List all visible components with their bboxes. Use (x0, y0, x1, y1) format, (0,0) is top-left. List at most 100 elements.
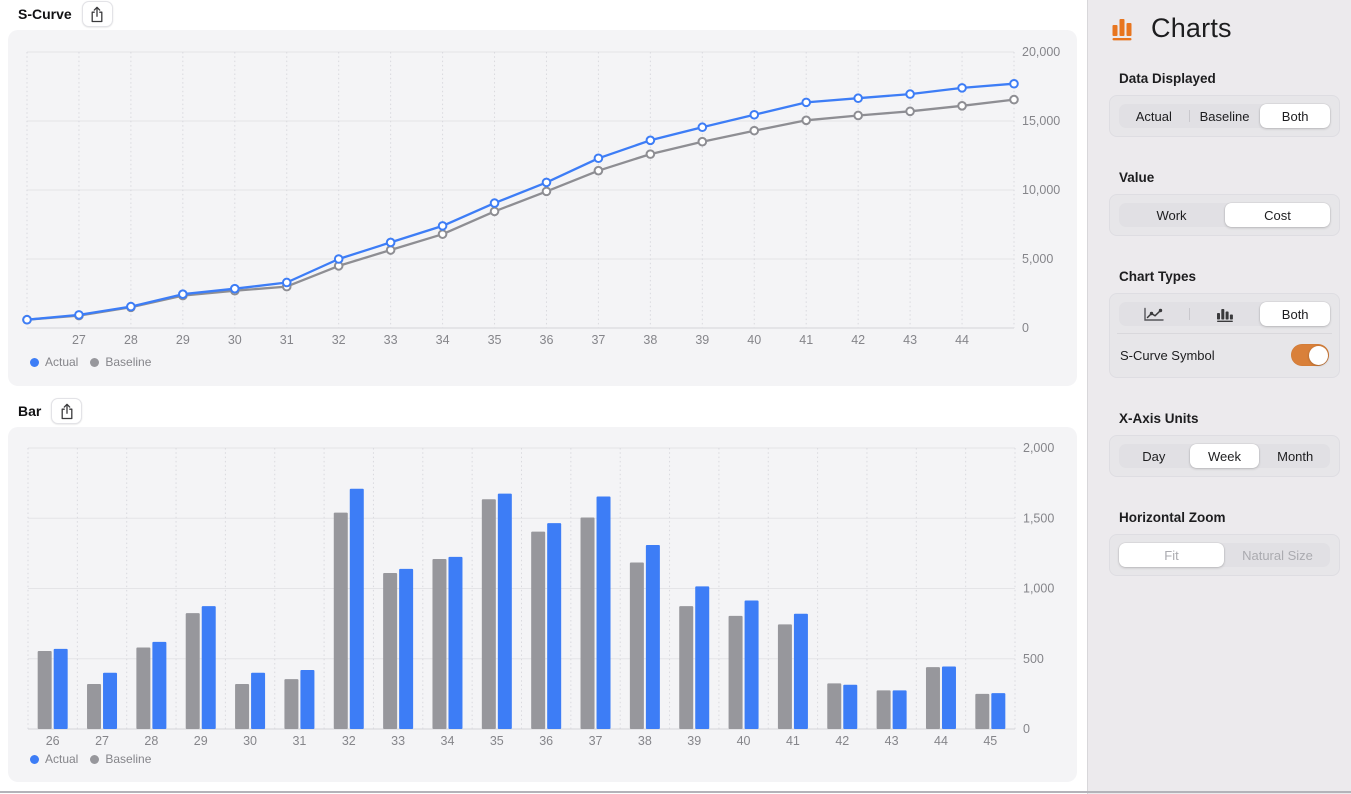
svg-text:37: 37 (591, 333, 605, 347)
segment-day[interactable]: Day (1142, 448, 1166, 464)
segment-both[interactable]: Both (1260, 104, 1331, 128)
svg-text:15,000: 15,000 (1022, 114, 1060, 128)
svg-text:20,000: 20,000 (1022, 45, 1060, 59)
svg-text:43: 43 (885, 734, 899, 748)
segmented-value: Work Cost (1119, 203, 1330, 227)
segment-work[interactable]: Work (1156, 207, 1187, 223)
bar-share-button[interactable] (51, 398, 83, 424)
group-divider (1117, 333, 1332, 334)
bar-header: Bar (0, 398, 1087, 424)
svg-text:34: 34 (441, 734, 455, 748)
segmented-chart-types: Both (1119, 302, 1331, 326)
svg-text:31: 31 (280, 333, 294, 347)
segment-line-chart[interactable] (1119, 302, 1189, 326)
legend-item-actual: Actual (30, 752, 78, 766)
svg-text:33: 33 (391, 734, 405, 748)
baseline-dot-icon (90, 754, 100, 764)
svg-text:42: 42 (851, 333, 865, 347)
svg-text:35: 35 (488, 333, 502, 347)
charts-settings-sidebar: Charts Data Displayed Actual Baseline Bo… (1087, 0, 1351, 794)
svg-text:33: 33 (384, 333, 398, 347)
legend-actual-label: Actual (45, 355, 79, 369)
baseline-dot-icon (90, 357, 100, 367)
svg-text:38: 38 (643, 333, 657, 347)
bar-panel: 0 500 1,000 1,500 2,000 26 27 28 29 30 31 32 33 34 35 3… (8, 427, 1077, 782)
share-icon (61, 403, 73, 419)
segment-natural-size: Natural Size (1242, 547, 1313, 563)
window-bottom-edge (0, 791, 1351, 793)
share-icon (91, 6, 103, 22)
group-x-axis-units: Day Week Month (1109, 435, 1340, 477)
charts-main-area: S-Curve 0 5,000 10,000 15,000 20,000 27 28 29 30… (0, 1, 1087, 782)
group-chart-types: Both S-Curve Symbol (1109, 293, 1340, 378)
svg-text:44: 44 (934, 734, 948, 748)
svg-text:42: 42 (835, 734, 849, 748)
svg-text:41: 41 (799, 333, 813, 347)
group-value: Work Cost (1109, 194, 1340, 236)
svg-text:41: 41 (786, 734, 800, 748)
svg-text:1,000: 1,000 (1023, 582, 1054, 596)
svg-text:36: 36 (539, 734, 553, 748)
segment-cost[interactable]: Cost (1225, 203, 1330, 227)
segmented-data-displayed: Actual Baseline Both (1119, 104, 1331, 128)
svg-text:28: 28 (124, 333, 138, 347)
scurve-share-button[interactable] (81, 1, 113, 27)
scurve-title: S-Curve (18, 6, 72, 22)
section-label-horizontal-zoom: Horizontal Zoom (1119, 510, 1226, 525)
svg-text:0: 0 (1022, 321, 1029, 335)
section-label-data-displayed: Data Displayed (1119, 71, 1216, 86)
svg-text:0: 0 (1023, 722, 1030, 736)
svg-text:32: 32 (332, 333, 346, 347)
svg-text:28: 28 (144, 734, 158, 748)
svg-text:27: 27 (95, 734, 109, 748)
svg-text:1,500: 1,500 (1023, 511, 1054, 525)
legend-actual-label: Actual (45, 752, 79, 766)
scurve-symbol-toggle[interactable] (1291, 344, 1329, 366)
svg-text:34: 34 (436, 333, 450, 347)
sidebar-header: Charts (1088, 0, 1351, 44)
svg-text:43: 43 (903, 333, 917, 347)
segment-bar-chart[interactable] (1190, 302, 1260, 326)
segmented-horizontal-zoom: Fit Natural Size (1119, 543, 1330, 567)
svg-text:40: 40 (747, 333, 761, 347)
segment-divider (1188, 308, 1190, 320)
scurve-header: S-Curve (0, 1, 1087, 27)
svg-text:29: 29 (176, 333, 190, 347)
segment-divider (1188, 110, 1190, 122)
svg-text:39: 39 (687, 734, 701, 748)
toggle-knob (1308, 345, 1328, 365)
legend-item-baseline: Baseline (90, 355, 151, 369)
legend-item-baseline: Baseline (90, 752, 151, 766)
svg-text:27: 27 (72, 333, 86, 347)
svg-text:30: 30 (243, 734, 257, 748)
s-curve-chart: 0 5,000 10,000 15,000 20,000 27 28 29 30 31 32 33 34… (22, 45, 1060, 347)
segmented-x-axis-units: Day Week Month (1119, 444, 1330, 468)
actual-dot-icon (30, 754, 39, 764)
svg-text:38: 38 (638, 734, 652, 748)
svg-text:37: 37 (589, 734, 603, 748)
svg-text:39: 39 (695, 333, 709, 347)
svg-text:44: 44 (955, 333, 969, 347)
segment-baseline[interactable]: Baseline (1199, 108, 1250, 124)
svg-text:10,000: 10,000 (1022, 183, 1060, 197)
svg-text:26: 26 (46, 734, 60, 748)
svg-text:45: 45 (983, 734, 997, 748)
sidebar-title: Charts (1151, 12, 1232, 43)
legend-item-actual: Actual (30, 355, 78, 369)
segment-actual[interactable]: Actual (1135, 108, 1172, 124)
legend-baseline-label: Baseline (105, 355, 152, 369)
line-chart-icon (1144, 307, 1164, 321)
segment-week[interactable]: Week (1189, 444, 1260, 468)
section-label-x-axis-units: X-Axis Units (1119, 411, 1199, 426)
group-horizontal-zoom: Fit Natural Size (1109, 534, 1340, 576)
section-label-chart-types: Chart Types (1119, 269, 1197, 284)
svg-text:5,000: 5,000 (1022, 252, 1053, 266)
scurve-symbol-row: S-Curve Symbol (1119, 341, 1330, 369)
segment-month[interactable]: Month (1277, 448, 1314, 464)
bar-chart: 0 500 1,000 1,500 2,000 26 27 28 29 30 31 32 33 34 35 3… (27, 441, 1054, 748)
segment-both-types[interactable]: Both (1260, 302, 1331, 326)
svg-text:500: 500 (1023, 652, 1044, 666)
svg-text:32: 32 (342, 734, 356, 748)
legend-baseline-label: Baseline (105, 752, 152, 766)
